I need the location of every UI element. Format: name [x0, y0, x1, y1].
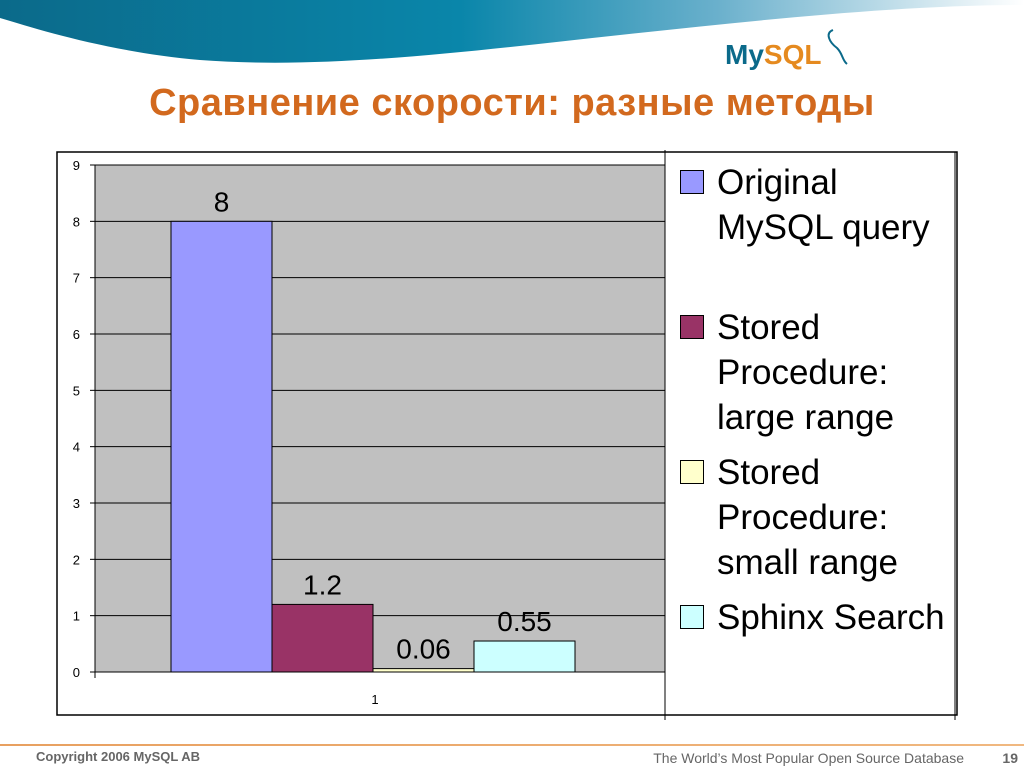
y-tick-label: 8 — [73, 214, 80, 229]
header-banner — [0, 0, 1024, 63]
legend-label: Stored Procedure: large range — [717, 308, 895, 437]
legend-label: Sphinx Search — [717, 598, 945, 637]
footer-tagline: The World’s Most Popular Open Source Dat… — [653, 750, 964, 766]
bar-data-label: 0.06 — [396, 634, 451, 665]
copyright-text: Copyright 2006 MySQL AB — [36, 749, 200, 764]
y-tick-label: 5 — [73, 383, 80, 398]
mysql-logo: MySQL — [725, 29, 848, 70]
slide-title: Сравнение скорости: разные методы — [149, 82, 875, 124]
y-tick-label: 2 — [73, 552, 80, 567]
bar-2 — [271, 603, 374, 673]
legend-swatch — [680, 315, 704, 339]
legend-swatch — [680, 460, 704, 484]
y-tick-label: 0 — [73, 665, 80, 680]
bar-1 — [170, 220, 273, 673]
x-category-label: 1 — [371, 692, 378, 707]
bar-4 — [473, 640, 576, 673]
bar-data-label: 8 — [214, 186, 230, 217]
bar-data-label: 0.55 — [497, 606, 552, 637]
y-tick-label: 6 — [73, 327, 80, 342]
legend-swatch — [680, 605, 704, 629]
page-number: 19 — [1002, 750, 1018, 766]
y-tick-label: 4 — [73, 440, 80, 455]
y-tick-label: 3 — [73, 496, 80, 511]
y-tick-label: 9 — [73, 158, 80, 173]
bar-data-label: 1.2 — [303, 569, 342, 600]
legend-swatch — [680, 170, 704, 194]
legend-label: Original MySQL query — [717, 163, 930, 247]
svg-text:MySQL: MySQL — [725, 39, 821, 70]
y-tick-label: 7 — [73, 271, 80, 286]
bar-3 — [372, 668, 475, 673]
footer-divider — [0, 744, 1024, 746]
y-tick-label: 1 — [73, 609, 80, 624]
legend-label: Stored Procedure: small range — [717, 453, 898, 582]
